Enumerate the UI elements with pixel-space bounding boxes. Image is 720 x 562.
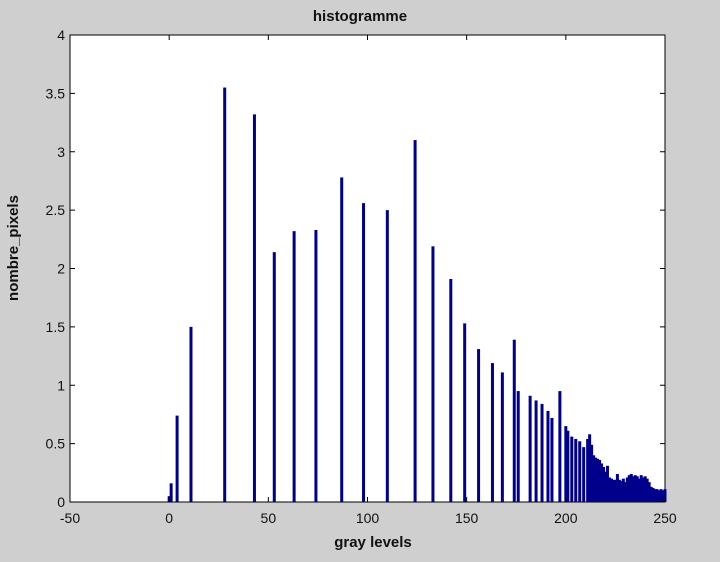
histogram-bar (463, 323, 467, 502)
histogram-bar (598, 459, 602, 502)
y-tick-label: 3.5 (46, 85, 66, 101)
histogram-bar (607, 477, 611, 502)
x-tick-label: 150 (455, 510, 479, 526)
histogram-bar (582, 447, 586, 502)
histogram-bar (588, 434, 592, 502)
histogram-bar (661, 490, 665, 502)
histogram-bar (611, 479, 615, 502)
histogram-bar (340, 177, 344, 502)
histogram-bar (602, 466, 606, 502)
histogram-bar (252, 114, 256, 502)
histogram-bar (655, 489, 659, 502)
y-tick-label: 3 (57, 144, 65, 160)
histogram-bar (609, 478, 613, 502)
histogram-bar (635, 476, 639, 502)
histogram-bar (643, 476, 647, 502)
histogram-bar (566, 430, 570, 502)
histogram-bar (490, 363, 494, 502)
x-tick-label: 250 (653, 510, 677, 526)
histogram-bar (621, 478, 625, 502)
axes-background (69, 34, 666, 503)
histogram-bar (629, 473, 633, 502)
histogram-bar (175, 415, 179, 502)
histogram-bar (534, 400, 538, 502)
y-axis-label: nombre_pixels (5, 195, 22, 301)
histogram-bar (189, 326, 193, 503)
histogram-bar (314, 229, 318, 502)
histogram-bar (592, 455, 596, 502)
histogram-bar (540, 403, 544, 502)
histogram-bar (594, 457, 598, 502)
y-tick-label: 2.5 (46, 202, 66, 218)
y-tick-label: 2 (57, 261, 65, 277)
histogram-bar (631, 476, 635, 502)
histogram-bar (605, 465, 609, 502)
histogram-bar (617, 479, 621, 502)
histogram-bar (449, 279, 453, 502)
histogram-bar (546, 410, 550, 502)
histogram-bar (659, 489, 663, 502)
x-axis-label: gray levels (334, 534, 412, 551)
histogram-bar (625, 477, 629, 502)
histogram-bar (639, 475, 643, 502)
histogram-bar (586, 438, 590, 502)
histogram-bar (558, 391, 562, 502)
histogram-bar (574, 438, 578, 502)
histogram-bar (590, 444, 594, 502)
x-tick-label: 50 (261, 510, 277, 526)
histogram-bar (600, 463, 604, 502)
histogram-bar (619, 480, 623, 502)
histogram-bar (413, 140, 417, 502)
histogram-bar (223, 87, 227, 502)
x-tick-label: 100 (356, 510, 380, 526)
x-tick-label: -50 (60, 510, 80, 526)
histogram-bar (550, 417, 554, 502)
histogram-bar (637, 478, 641, 502)
histogram-bar (613, 479, 617, 502)
histogram-bar (272, 252, 276, 502)
histogram-bar (477, 349, 481, 502)
y-tick-label: 1.5 (46, 319, 66, 335)
x-tick-label: 200 (554, 510, 578, 526)
histogram-bar (431, 246, 435, 502)
y-tick-label: 0 (57, 494, 65, 510)
histogram-bar (516, 391, 520, 502)
histogram-bar (653, 489, 657, 502)
histogram-bar (528, 395, 532, 502)
histogram-bar (564, 426, 568, 502)
bars-layer (167, 87, 667, 503)
y-tick-label: 4 (57, 27, 65, 43)
histogram-bar (292, 231, 296, 502)
histogram-bar (500, 372, 504, 502)
chart-title: histogramme (313, 8, 407, 25)
histogram-bar (641, 477, 645, 502)
histogram-bar (645, 478, 649, 502)
histogram-bar (663, 489, 667, 502)
histogram-bar (578, 441, 582, 502)
histogram-bar (647, 482, 651, 502)
histogram-bar (633, 475, 637, 502)
histogram-bar (627, 475, 631, 502)
histogram-bar (362, 203, 366, 502)
histogram-bar (512, 339, 516, 502)
histogram-bar (596, 458, 600, 502)
y-tick-label: 1 (57, 377, 65, 393)
histogram-bar (615, 473, 619, 502)
y-tick-label: 0.5 (46, 436, 66, 452)
histogram-bar (385, 210, 389, 503)
x-tick-label: 0 (165, 510, 173, 526)
histogram-bar (623, 482, 627, 502)
histogram-bar (570, 436, 574, 502)
histogram-bar (657, 490, 661, 502)
histogram-bar (649, 486, 653, 502)
histogram-bar (651, 487, 655, 502)
histogram-bar (169, 483, 173, 502)
histogram-bar (604, 471, 607, 502)
